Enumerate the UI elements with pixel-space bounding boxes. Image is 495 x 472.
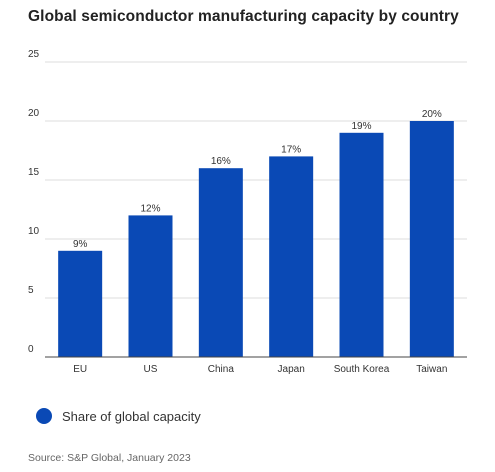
bar — [128, 215, 173, 357]
y-axis-ticks: 0 5 10 15 20 25 — [28, 49, 40, 355]
x-tick-label: EU — [73, 364, 87, 375]
bars — [58, 121, 454, 357]
gridlines — [45, 61, 467, 299]
bar-value-label: 9% — [73, 239, 88, 250]
y-tick-label: 15 — [28, 167, 40, 178]
legend: Share of global capacity — [36, 408, 201, 424]
x-tick-label: South Korea — [334, 364, 390, 375]
bar-value-label: 20% — [422, 109, 442, 120]
x-tick-label: Japan — [278, 364, 305, 375]
y-tick-label: 20 — [28, 108, 40, 119]
x-tick-label: Taiwan — [416, 364, 447, 375]
x-tick-label: China — [208, 364, 235, 375]
bar-value-label: 17% — [281, 144, 301, 155]
source-note: Source: S&P Global, January 2023 — [28, 452, 191, 464]
bar-value-label: 16% — [211, 156, 231, 167]
x-tick-label: US — [144, 364, 158, 375]
y-tick-label: 10 — [28, 226, 40, 237]
bar — [269, 156, 314, 357]
bar-value-label: 12% — [140, 203, 160, 214]
circle-icon — [36, 408, 52, 424]
y-tick-label: 0 — [28, 344, 34, 355]
bar — [198, 168, 243, 357]
y-tick-label: 25 — [28, 49, 40, 60]
data-labels: 9% 12% 16% 17% 19% 20% — [73, 109, 442, 250]
y-tick-label: 5 — [28, 285, 34, 296]
bar — [339, 132, 384, 357]
legend-label: Share of global capacity — [62, 408, 201, 424]
bar — [58, 250, 103, 357]
chart-title: Global semiconductor manufacturing capac… — [28, 8, 459, 25]
bar — [409, 121, 454, 357]
bar-value-label: 19% — [351, 121, 371, 132]
x-axis-ticks: EU US China Japan South Korea Taiwan — [73, 364, 447, 375]
